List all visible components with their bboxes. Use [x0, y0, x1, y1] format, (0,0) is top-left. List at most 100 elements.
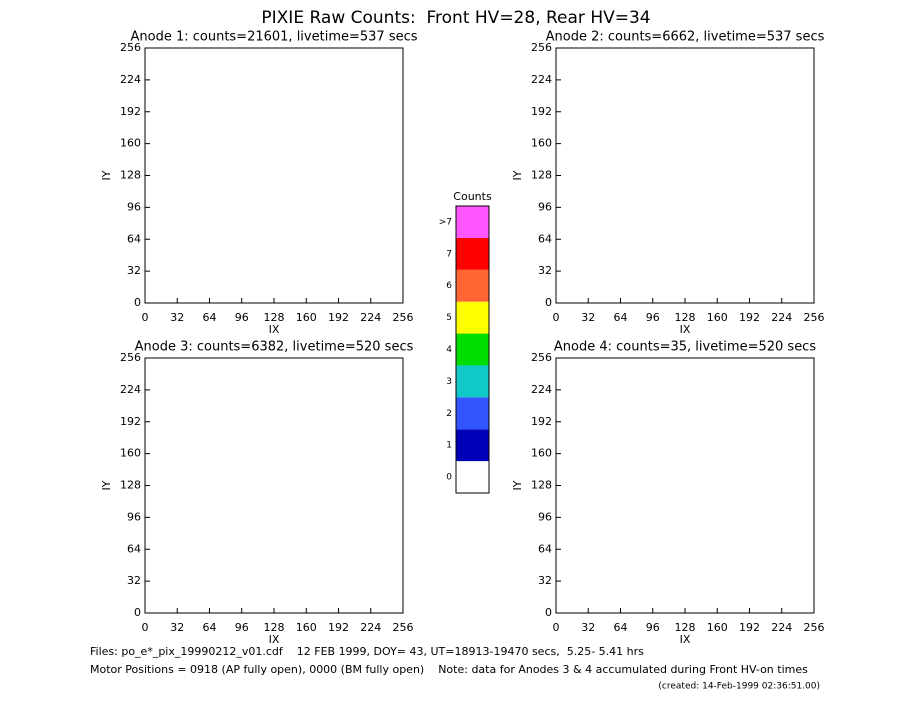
- colorbar-swatch: [456, 333, 489, 366]
- colorbar-label: 0: [446, 473, 452, 483]
- x-tick-label: 128: [264, 311, 285, 324]
- y-tick-label: 256: [531, 41, 552, 54]
- x-tick-label: 256: [393, 621, 414, 634]
- colorbar-swatch: [456, 365, 489, 398]
- footer-motor: Motor Positions = 0918 (AP fully open), …: [90, 663, 808, 676]
- colorbar-label: 1: [446, 441, 452, 451]
- panel-title: Anode 3: counts=6382, livetime=520 secs: [135, 340, 414, 355]
- y-tick-label: 160: [531, 137, 552, 150]
- y-tick-label: 224: [120, 383, 141, 396]
- y-tick-label: 96: [538, 510, 552, 523]
- x-tick-label: 96: [646, 621, 660, 634]
- y-axis-label: IY: [100, 170, 113, 180]
- x-tick-label: 64: [614, 311, 628, 324]
- colorbar-frame: [455, 205, 490, 494]
- colorbar-swatch: [456, 269, 489, 302]
- y-tick-label: 224: [531, 383, 552, 396]
- y-tick-label: 160: [120, 447, 141, 460]
- x-tick-label: 192: [328, 311, 349, 324]
- plot-frame: [144, 47, 404, 304]
- x-axis-label: IX: [269, 323, 280, 336]
- y-tick-label: 64: [127, 542, 141, 555]
- y-tick-label: 224: [531, 73, 552, 86]
- x-tick-label: 224: [360, 621, 381, 634]
- colorbar-title: Counts: [453, 190, 492, 203]
- y-tick-label: 0: [545, 296, 552, 309]
- panel-title: Anode 4: counts=35, livetime=520 secs: [554, 340, 816, 355]
- colorbar-label: 3: [446, 377, 452, 387]
- colorbar-swatch: [456, 301, 489, 334]
- x-tick-label: 0: [553, 311, 560, 324]
- y-tick-label: 256: [120, 41, 141, 54]
- y-tick-label: 32: [127, 264, 141, 277]
- x-tick-label: 64: [203, 621, 217, 634]
- y-axis-label: IY: [511, 480, 524, 490]
- colorbar-swatch: [456, 461, 489, 493]
- colorbar-label: 6: [446, 281, 452, 291]
- x-tick-label: 160: [707, 311, 728, 324]
- colorbar-label: 2: [446, 409, 452, 419]
- y-tick-label: 192: [120, 105, 141, 118]
- y-tick-label: 160: [531, 447, 552, 460]
- footer-created: (created: 14-Feb-1999 02:36:51.00): [658, 682, 820, 692]
- panel-title: Anode 1: counts=21601, livetime=537 secs: [130, 30, 417, 45]
- colorbar-swatch: [456, 206, 489, 238]
- colorbar-swatch: [456, 397, 489, 430]
- y-tick-label: 96: [127, 510, 141, 523]
- x-tick-label: 160: [296, 311, 317, 324]
- x-tick-label: 32: [581, 621, 595, 634]
- x-tick-label: 256: [804, 621, 825, 634]
- x-tick-label: 160: [296, 621, 317, 634]
- plot-frame: [144, 357, 404, 614]
- x-axis-label: IX: [680, 323, 691, 336]
- y-tick-label: 224: [120, 73, 141, 86]
- x-tick-label: 0: [142, 621, 149, 634]
- y-tick-label: 96: [538, 200, 552, 213]
- y-tick-label: 64: [538, 232, 552, 245]
- plot-frame: [555, 357, 815, 614]
- y-axis-label: IY: [511, 170, 524, 180]
- x-tick-label: 256: [393, 311, 414, 324]
- panel-title: Anode 2: counts=6662, livetime=537 secs: [546, 30, 825, 45]
- plot-frame: [555, 47, 815, 304]
- x-tick-label: 224: [771, 621, 792, 634]
- x-tick-label: 96: [235, 621, 249, 634]
- y-tick-label: 128: [531, 479, 552, 492]
- figure-title: PIXIE Raw Counts: Front HV=28, Rear HV=3…: [261, 8, 650, 28]
- x-tick-label: 224: [360, 311, 381, 324]
- x-tick-label: 192: [739, 311, 760, 324]
- x-tick-label: 96: [646, 311, 660, 324]
- x-tick-label: 128: [675, 621, 696, 634]
- y-tick-label: 256: [531, 351, 552, 364]
- y-tick-label: 32: [127, 574, 141, 587]
- x-tick-label: 32: [170, 621, 184, 634]
- y-tick-label: 192: [531, 415, 552, 428]
- x-tick-label: 256: [804, 311, 825, 324]
- y-tick-label: 192: [120, 415, 141, 428]
- y-tick-label: 32: [538, 574, 552, 587]
- colorbar-label: 7: [446, 249, 452, 259]
- colorbar-swatch: [456, 237, 489, 270]
- y-tick-label: 192: [531, 105, 552, 118]
- footer-files: Files: po_e*_pix_19990212_v01.cdf 12 FEB…: [90, 645, 644, 658]
- x-tick-label: 64: [203, 311, 217, 324]
- y-tick-label: 64: [127, 232, 141, 245]
- y-tick-label: 32: [538, 264, 552, 277]
- y-tick-label: 256: [120, 351, 141, 364]
- y-tick-label: 160: [120, 137, 141, 150]
- x-tick-label: 192: [739, 621, 760, 634]
- x-tick-label: 192: [328, 621, 349, 634]
- x-tick-label: 128: [264, 621, 285, 634]
- x-tick-label: 64: [614, 621, 628, 634]
- x-tick-label: 128: [675, 311, 696, 324]
- x-axis-label: IX: [680, 633, 691, 646]
- x-tick-label: 160: [707, 621, 728, 634]
- x-tick-label: 32: [170, 311, 184, 324]
- y-tick-label: 0: [134, 296, 141, 309]
- colorbar-label: >7: [439, 217, 452, 227]
- y-tick-label: 128: [120, 169, 141, 182]
- colorbar-label: 4: [446, 345, 452, 355]
- y-tick-label: 0: [545, 606, 552, 619]
